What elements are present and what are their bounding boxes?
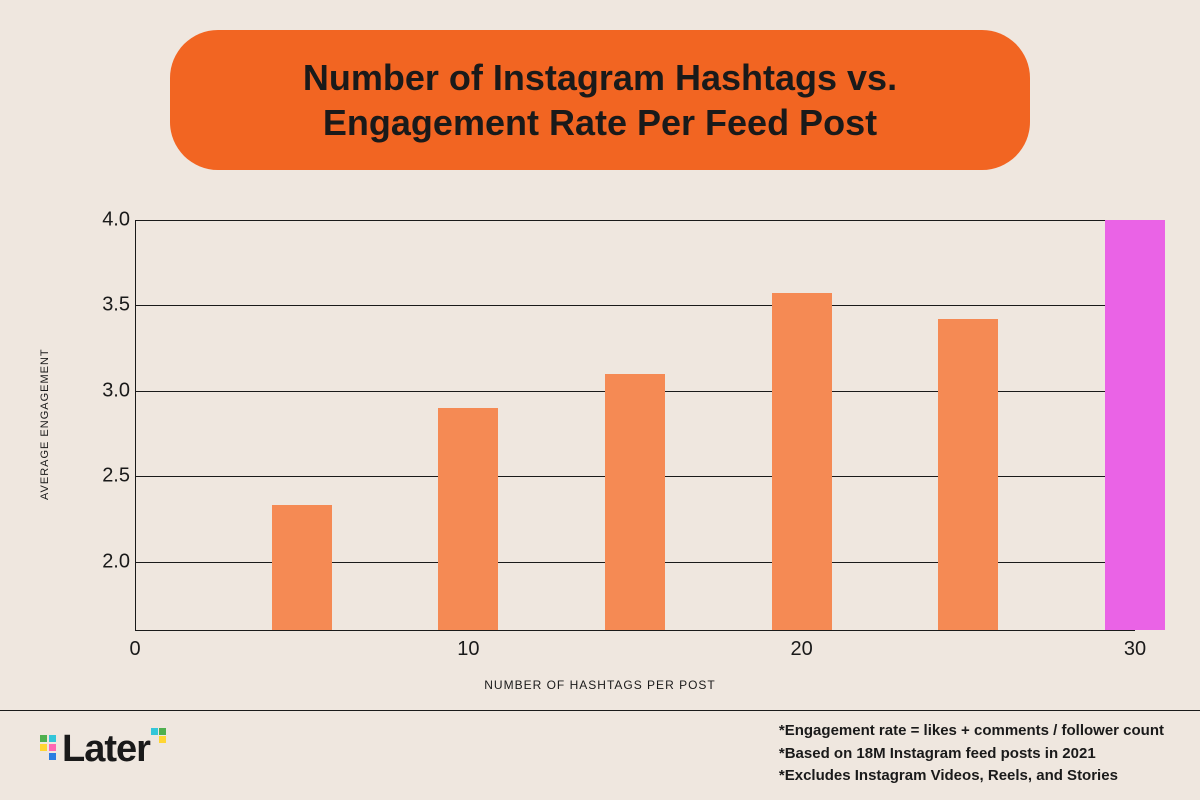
logo-text: ater [84,728,150,771]
chart-title-pill: Number of Instagram Hashtags vs. Engagem… [170,30,1030,170]
x-axis-label: NUMBER OF HASHTAGS PER POST [484,678,715,692]
chart-title-text: Number of Instagram Hashtags vs. Engagem… [210,55,990,145]
bar [1105,220,1165,630]
y-tick-label: 3.0 [70,379,130,402]
plot-border [135,220,136,630]
y-tick-label: 4.0 [70,209,130,232]
footer-divider [0,710,1200,711]
bar [272,505,332,630]
brand-logo: Later [40,728,167,771]
y-tick-label: 2.5 [70,465,130,488]
footnote-line: *Engagement rate = likes + comments / fo… [779,720,1164,743]
x-tick-label: 0 [129,638,140,661]
x-tick-label: 30 [1124,638,1146,661]
gridline [135,630,1135,631]
y-tick-label: 3.5 [70,294,130,317]
gridline [135,305,1135,306]
footnote-line: *Excludes Instagram Videos, Reels, and S… [779,765,1164,788]
footnotes: *Engagement rate = likes + comments / fo… [779,720,1164,788]
bar [605,374,665,630]
footnote-line: *Based on 18M Instagram feed posts in 20… [779,743,1164,766]
bar [438,408,498,630]
bar [772,293,832,630]
y-axis-label: AVERAGE ENGAGEMENT [39,348,51,500]
logo-letter-l: L [62,728,84,771]
bar [938,319,998,630]
x-tick-label: 20 [791,638,813,661]
logo-dots-icon [40,731,58,769]
logo-corner-icon [151,728,167,744]
gridline [135,220,1135,221]
x-tick-label: 10 [457,638,479,661]
chart-plot-area: AVERAGE ENGAGEMENT 2.02.53.03.54.0010203… [135,220,1135,630]
chart-canvas: Number of Instagram Hashtags vs. Engagem… [0,0,1200,800]
y-tick-label: 2.0 [70,550,130,573]
